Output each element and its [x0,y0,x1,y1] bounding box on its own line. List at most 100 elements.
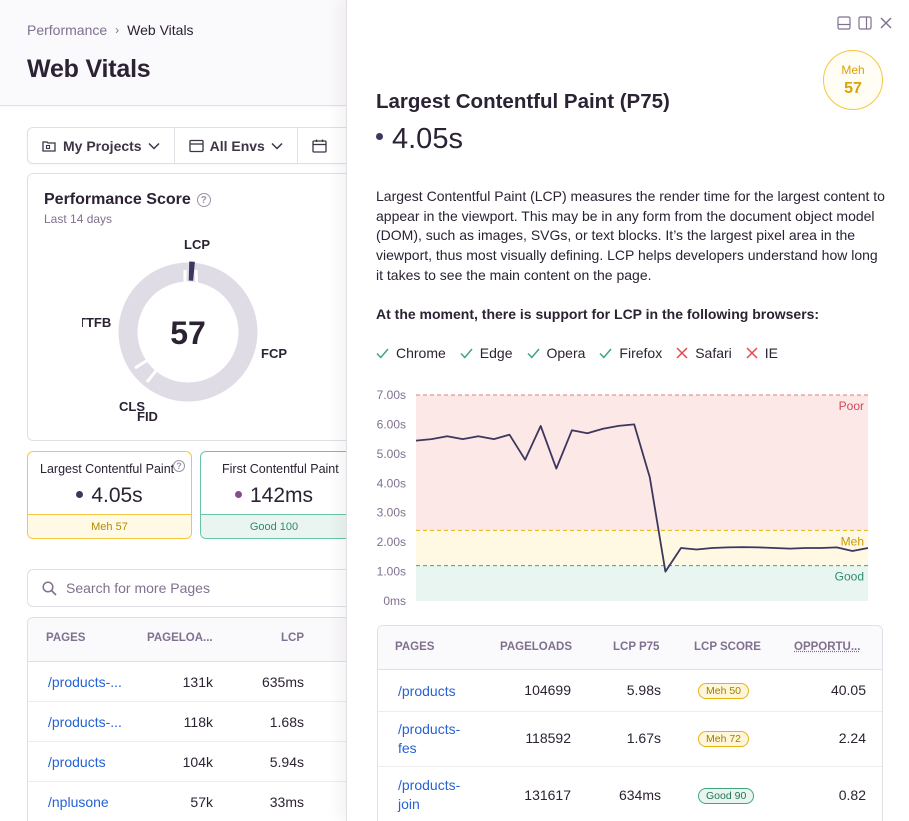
environment-filter[interactable]: All Envs [175,128,298,163]
lcp-value: 634ms [618,787,661,803]
lcp-value: 5.94s [269,754,304,770]
metric-card-value: 142ms [201,484,346,508]
table-row: /nplusone 57k 33ms [28,782,346,821]
panel-controls [836,15,893,30]
lcp-detail-panel: Meh 57 Largest Contentful Paint (P75) 4.… [346,0,909,821]
browser-support-list: Chrome Edge Opera Firefox Safari IE [376,345,792,361]
panel-description: Largest Contentful Paint (LCP) measures … [376,188,885,283]
page-header: Performance › Web Vitals Web Vitals [0,0,346,106]
score-value: 57 [170,315,206,351]
table-row: /products 104699 5.98s Meh 50 40.05 [378,670,882,712]
help-icon[interactable]: ? [196,193,211,207]
opportunity-value: 2.24 [838,730,866,746]
metric-card-value-text: 4.05s [91,484,143,507]
ring-label-fid: FID [137,409,158,424]
close-icon[interactable] [878,15,893,30]
lcp-score-pill: Good 90 [698,788,755,804]
column-header-opportunity[interactable]: OPPORTU... [794,641,861,653]
project-icon [42,140,56,152]
threshold-band-good [416,565,868,601]
y-tick-label: 1.00s [377,565,406,579]
browser-name: Edge [479,345,513,361]
browser-safari: Safari [676,345,732,361]
page-link[interactable]: /nplusone [48,794,109,810]
x-icon [676,347,688,359]
column-header-pages[interactable]: PAGES [46,632,86,644]
y-tick-label: 7.00s [377,388,406,402]
column-header-pageloads[interactable]: PAGELOA... [147,632,213,644]
lcp-value: 33ms [269,794,304,810]
pageloads-value: 104k [182,754,213,770]
lcp-value: 635ms [261,674,304,690]
dock-bottom-icon[interactable] [836,15,851,30]
performance-score-card: Performance Score ? Last 14 days 57 LCP … [27,173,346,441]
metric-card-value-text: 142ms [249,484,314,507]
calendar-icon [312,139,327,153]
check-icon [526,348,540,359]
page-link[interactable]: /products-fes [398,721,461,756]
check-icon [460,348,473,359]
series-dot-icon [76,490,84,498]
threshold-label-meh: Meh [841,534,864,548]
browser-name: IE [764,345,779,361]
check-icon [599,348,612,359]
x-icon [746,347,758,359]
metric-card-badge: Good 100 [201,514,346,538]
lcp-score-pill: Meh 72 [698,731,750,747]
table-row: /products-join 131617 634ms Good 90 0.82 [378,767,882,821]
lcp-score-pill: Meh 50 [698,683,750,699]
search-icon [42,580,57,596]
pageloads-value: 131k [182,674,213,690]
environment-icon [188,139,204,152]
pageloads-value: 57k [190,794,213,810]
page-link[interactable]: /products-... [48,714,122,730]
date-filter[interactable] [298,128,341,163]
score-ring-gap [194,269,199,292]
filter-bar: My Projects All Envs [27,127,346,164]
browser-ie: IE [746,345,778,361]
page-link[interactable]: /products [48,754,106,770]
pageloads-value: 104699 [524,682,571,698]
page-link[interactable]: /products-join [398,777,461,812]
browser-name: Chrome [396,345,446,361]
browser-support-heading: At the moment, there is support for LCP … [376,306,820,322]
browser-edge: Edge [460,345,513,361]
ring-label-fcp: FCP [261,346,287,361]
lcp-value: 5.98s [626,682,661,698]
help-icon[interactable]: ? [173,460,185,472]
table-row: /products-... 131k 635ms [28,662,346,702]
panel-title: Largest Contentful Paint (P75) [376,90,670,113]
score-ring-gap [134,356,152,370]
ring-label-lcp: LCP [184,237,210,252]
column-header-pageloads[interactable]: PAGELOADS [500,641,572,653]
y-tick-label: 3.00s [377,506,406,520]
breadcrumb-current: Web Vitals [127,22,194,38]
project-filter[interactable]: My Projects [28,128,175,163]
lcp-chart: Poor Meh Good 0ms 1.00s 2.00s 3.00s 4.00s 5.00s 6… [377,388,869,608]
dock-right-icon[interactable] [857,15,872,30]
performance-score-subtitle: Last 14 days [44,212,113,226]
page-link[interactable]: /products [398,683,456,699]
metric-card-fcp[interactable]: First Contentful Paint 142ms Good 100 [200,451,346,539]
metric-card-lcp[interactable]: Largest Contentful Paint 4.05s Meh 57 ? [27,451,192,539]
browser-chrome: Chrome [376,345,446,361]
column-header-pages[interactable]: PAGES [395,641,435,653]
page-link[interactable]: /products-... [48,674,122,690]
breadcrumb-separator: › [115,23,120,37]
lcp-value: 1.67s [626,730,661,746]
search-placeholder: Search for more Pages [66,580,210,596]
table-row: /products 104k 5.94s [28,742,346,782]
page-search-input[interactable]: Search for more Pages [27,569,346,607]
breadcrumb-performance[interactable]: Performance [27,22,108,38]
score-ring-track [118,262,258,402]
threshold-band-poor [416,395,868,531]
column-header-lcp-p75[interactable]: LCP P75 [613,641,660,653]
column-header-lcp-score[interactable]: LCP SCORE [694,641,761,653]
table-header: PAGES PAGELOA... LCP [28,618,346,662]
web-vitals-page: Performance › Web Vitals Web Vitals My P… [0,0,346,821]
threshold-label-poor: Poor [839,399,864,413]
panel-pages-table: PAGES PAGELOADS LCP P75 LCP SCORE OPPORT… [377,625,883,821]
ring-label-cls: CLS [119,399,145,414]
score-badge-label: Meh [841,63,865,77]
column-header-lcp[interactable]: LCP [281,632,304,644]
